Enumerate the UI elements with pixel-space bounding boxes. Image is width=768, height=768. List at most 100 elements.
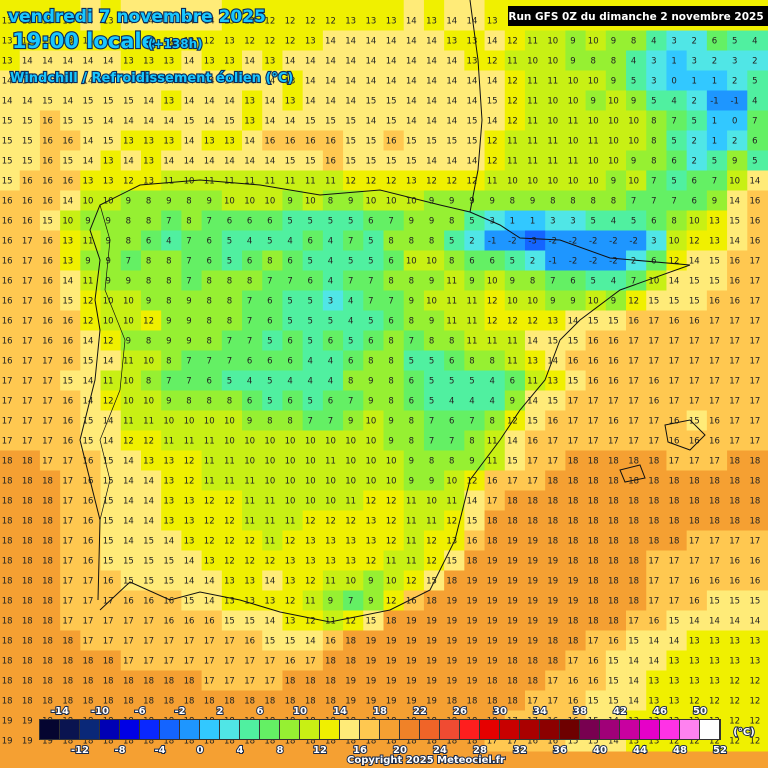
grid-value: 18 — [446, 577, 457, 587]
grid-value: 10 — [507, 297, 518, 307]
grid-value: 15 — [123, 557, 134, 567]
grid-cell — [161, 390, 183, 412]
grid-cell — [444, 330, 466, 352]
grid-value: 11 — [588, 137, 599, 147]
grid-value: 8 — [449, 337, 454, 347]
grid-value: 18 — [103, 697, 114, 707]
grid-cell — [504, 390, 526, 412]
grid-cell — [322, 350, 345, 372]
grid-cell — [60, 0, 82, 32]
grid-value: 16 — [729, 257, 740, 267]
grid-cell — [161, 0, 183, 32]
grid-cell — [646, 230, 668, 252]
grid-value: 10 — [365, 477, 376, 487]
grid-value: 18 — [143, 677, 154, 687]
grid-value: 18 — [648, 537, 659, 547]
grid-value: 16 — [22, 217, 33, 227]
grid-value: 10 — [386, 197, 397, 207]
grid-cell — [0, 210, 21, 232]
grid-cell — [363, 370, 385, 392]
grid-value: 14 — [487, 77, 498, 87]
grid-value: 9 — [469, 277, 474, 287]
grid-cell — [221, 130, 244, 152]
grid-value: 9 — [368, 577, 373, 587]
grid-value: 13 — [163, 457, 174, 467]
grid-value: 13 — [143, 457, 154, 467]
grid-value: 10 — [527, 297, 538, 307]
grid-value: 16 — [42, 317, 53, 327]
grid-cell — [60, 90, 82, 112]
grid-value: 19 — [386, 657, 397, 667]
grid-value: 7 — [631, 197, 636, 207]
grid-cell — [585, 190, 607, 212]
legend-label-bottom: 12 — [313, 745, 327, 756]
grid-cell — [262, 30, 284, 52]
grid-value: 8 — [409, 277, 414, 287]
grid-cell — [706, 30, 729, 52]
grid-value: 14 — [345, 37, 356, 47]
grid-value: 18 — [42, 477, 53, 487]
grid-value: 18 — [22, 617, 33, 627]
grid-value: 17 — [689, 557, 700, 567]
grid-value: 15 — [22, 117, 33, 127]
grid-value: 14 — [749, 617, 760, 627]
grid-value: 18 — [2, 477, 13, 487]
grid-cell — [626, 250, 648, 272]
grid-value: 18 — [669, 517, 680, 527]
grid-value: 17 — [62, 537, 73, 547]
grid-value: 12 — [426, 557, 437, 567]
grid-value: 7 — [247, 337, 252, 347]
legend-swatch — [680, 720, 699, 739]
grid-cell — [120, 130, 142, 152]
grid-cell — [706, 290, 729, 312]
grid-value: 13 — [669, 697, 680, 707]
grid-value: 18 — [608, 577, 619, 587]
grid-value: 12 — [345, 177, 356, 187]
grid-value: 15 — [345, 157, 356, 167]
grid-value: 7 — [651, 197, 656, 207]
grid-value: 12 — [628, 297, 639, 307]
grid-value: 18 — [467, 697, 478, 707]
grid-cell — [181, 390, 203, 412]
grid-value: 13 — [709, 237, 720, 247]
grid-value: 12 — [386, 597, 397, 607]
grid-value: 8 — [449, 457, 454, 467]
grid-value: 16 — [588, 677, 599, 687]
grid-value: 11 — [527, 377, 538, 387]
legend-swatch — [700, 720, 719, 739]
grid-value: 16 — [42, 257, 53, 267]
grid-value: 14 — [467, 497, 478, 507]
grid-value: 17 — [62, 557, 73, 567]
grid-cell — [262, 230, 284, 252]
grid-value: 8 — [388, 377, 393, 387]
grid-cell — [565, 50, 587, 72]
grid-value: 16 — [729, 297, 740, 307]
grid-value: 18 — [669, 477, 680, 487]
parameter: Windchill / Refroidissement éolien (°C) — [10, 71, 293, 86]
grid-cell — [626, 230, 648, 252]
grid-cell — [19, 50, 41, 72]
grid-value: 12 — [345, 517, 356, 527]
grid-cell — [585, 290, 607, 312]
grid-value: 15 — [547, 397, 558, 407]
grid-value: 19 — [568, 577, 579, 587]
grid-value: 17 — [244, 657, 255, 667]
grid-value: 15 — [729, 217, 740, 227]
grid-value: 13 — [709, 217, 720, 227]
grid-value: 11 — [426, 517, 437, 527]
grid-cell — [0, 250, 21, 272]
grid-value: 17 — [62, 577, 73, 587]
grid-value: 8 — [550, 197, 555, 207]
grid-value: 14 — [22, 77, 33, 87]
legend-label-bottom: 44 — [633, 745, 647, 756]
grid-value: 10 — [345, 437, 356, 447]
grid-value: 13 — [345, 557, 356, 567]
grid-value: 17 — [608, 397, 619, 407]
grid-value: 17 — [123, 617, 134, 627]
grid-value: 19 — [568, 597, 579, 607]
grid-value: 17 — [204, 637, 215, 647]
grid-value: 9 — [287, 197, 292, 207]
grid-value: 18 — [22, 497, 33, 507]
grid-cell — [39, 110, 62, 132]
grid-cell — [221, 330, 244, 352]
